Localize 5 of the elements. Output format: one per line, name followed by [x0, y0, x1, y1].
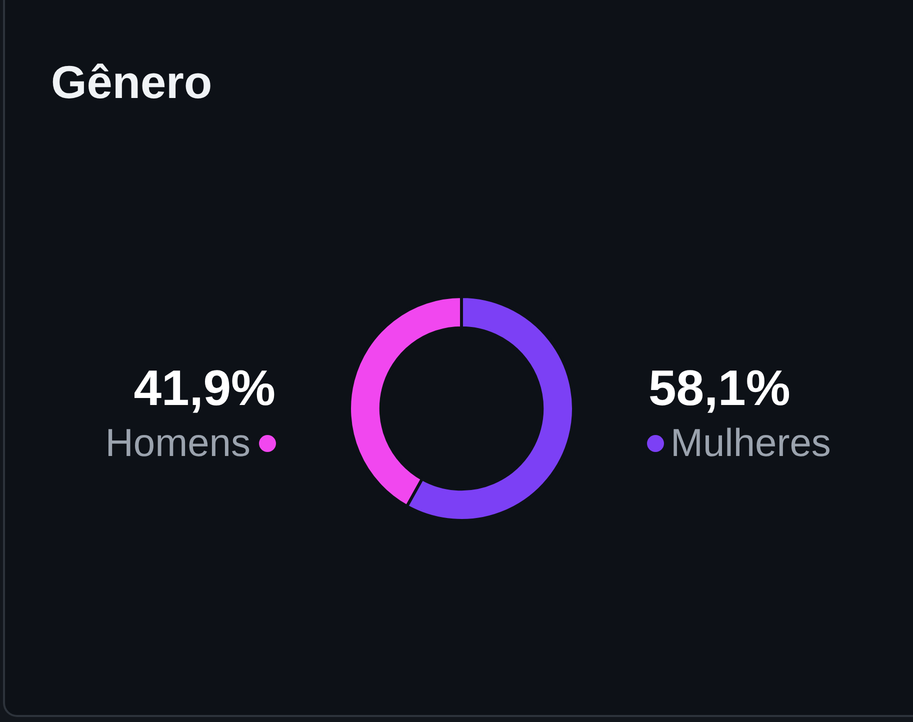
legend-label: Mulheres [670, 422, 831, 465]
data-label: 58,1% [648, 360, 790, 416]
chart-title: Gênero [51, 56, 212, 108]
data-label: 41,9% [134, 360, 276, 416]
slice-label: Homens [105, 422, 250, 465]
